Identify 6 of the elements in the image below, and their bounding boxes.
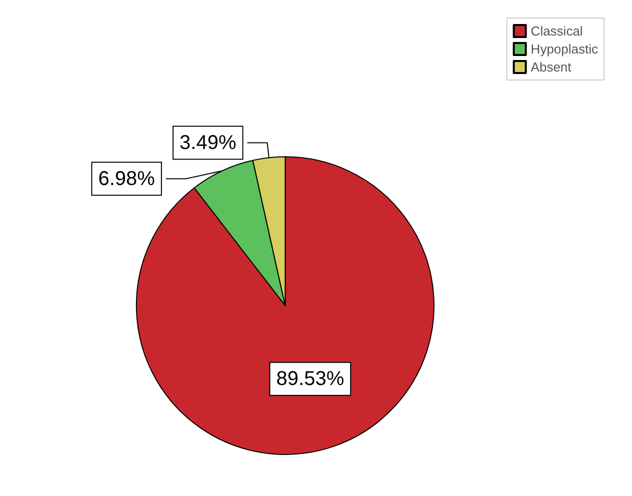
legend-label: Hypoplastic	[530, 42, 598, 56]
legend-label: Classical	[530, 24, 583, 38]
data-label: 6.98%	[98, 168, 156, 190]
data-label: 3.49%	[180, 132, 236, 154]
data-label: 89.53%	[276, 368, 344, 390]
legend-label: Absent	[530, 60, 572, 74]
